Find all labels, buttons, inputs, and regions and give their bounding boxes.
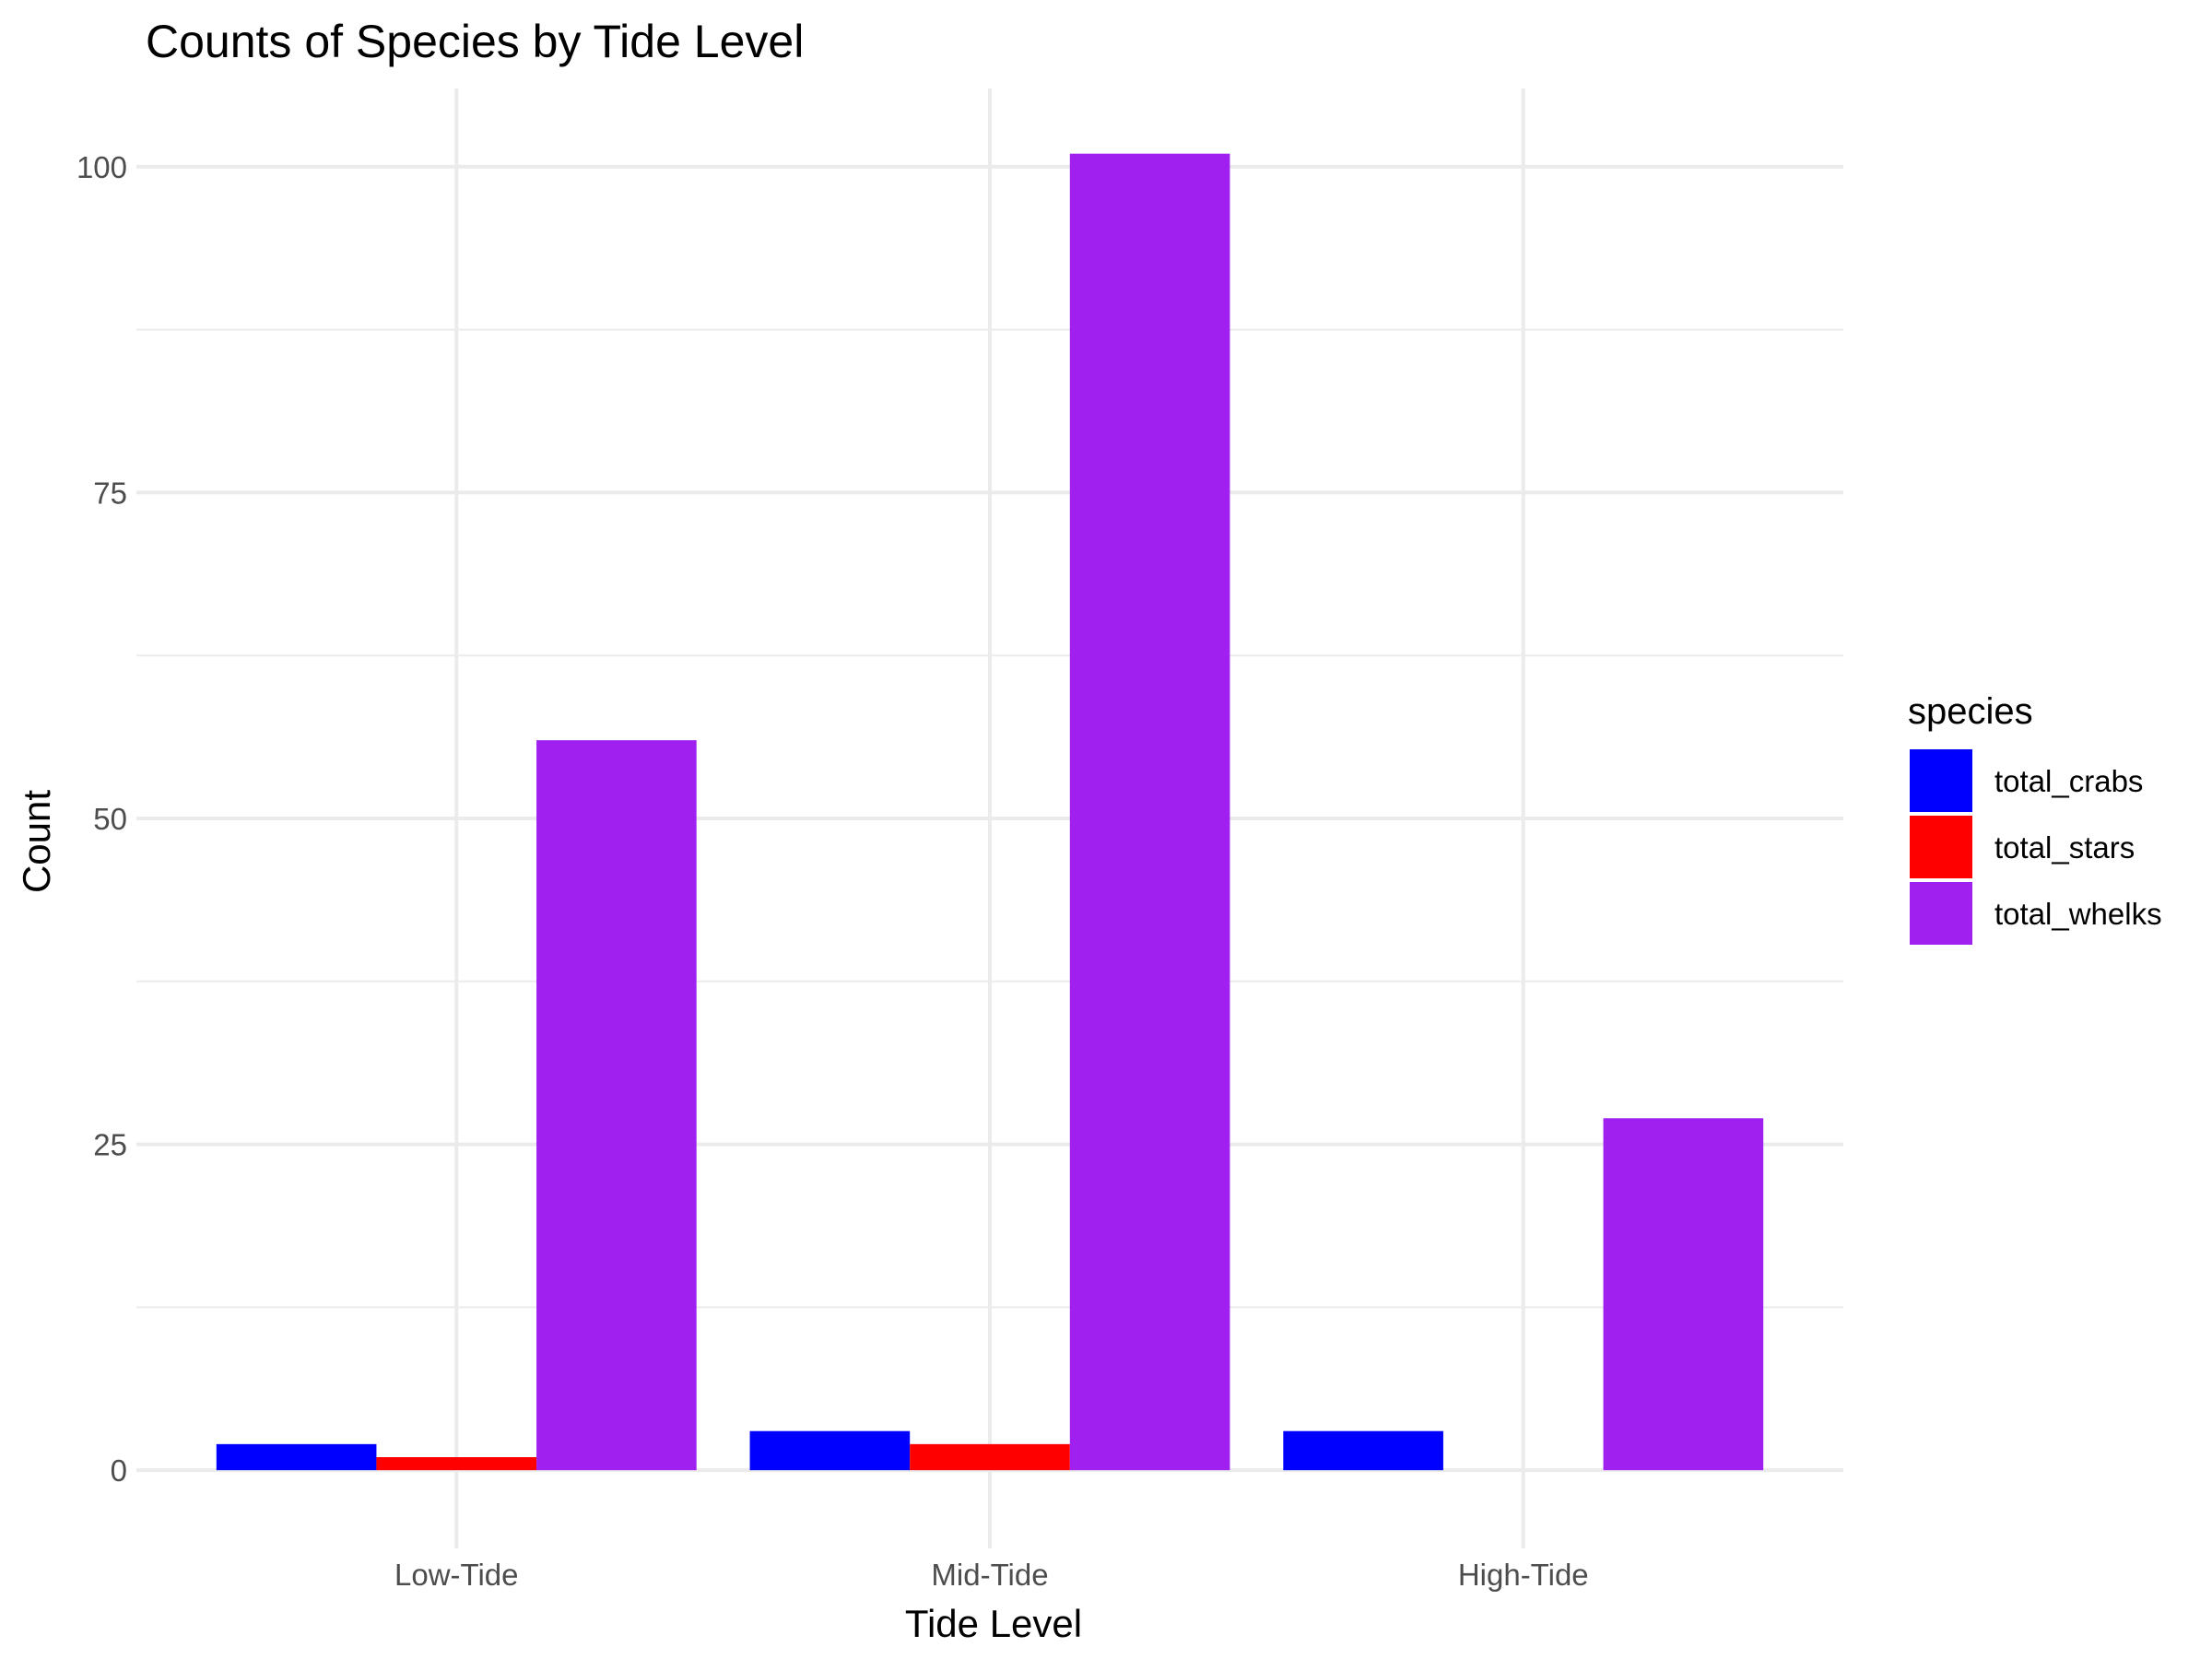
legend-title: species [1908, 691, 2033, 732]
y-tick-label: 75 [93, 476, 127, 510]
y-tick-label: 0 [111, 1453, 127, 1488]
x-axis-title: Tide Level [905, 1602, 1082, 1645]
bar-total_crabs [1283, 1430, 1443, 1471]
x-tick-labels: Low-Tide Mid-Tide High-Tide [394, 1558, 1589, 1592]
y-tick-label: 25 [93, 1128, 127, 1162]
bar-total_whelks [536, 740, 697, 1471]
legend-key-total_stars [1910, 816, 1972, 878]
legend-label-total_stars: total_stars [1994, 830, 2135, 865]
y-tick-labels: 0 25 50 75 100 [76, 150, 127, 1488]
x-tick-label: High-Tide [1458, 1558, 1589, 1592]
bar-total_whelks [1069, 153, 1230, 1471]
bar-total_stars [910, 1443, 1070, 1471]
legend: species total_crabs total_stars total_whel… [1908, 691, 2162, 945]
legend-label-total_whelks: total_whelks [1994, 897, 2162, 931]
bar-total_whelks [1603, 1118, 1764, 1471]
bar-total_crabs [749, 1430, 911, 1471]
y-tick-label: 50 [93, 802, 127, 836]
legend-key-total_whelks [1910, 882, 1972, 945]
gridlines [136, 88, 1843, 1548]
y-tick-label: 100 [76, 150, 127, 184]
legend-key-total_crabs [1910, 749, 1972, 812]
bar-total_stars [376, 1457, 537, 1471]
bar-total_crabs [216, 1443, 377, 1471]
chart-title: Counts of Species by Tide Level [146, 16, 804, 67]
y-axis-title: Count [15, 790, 58, 893]
bars [216, 153, 1764, 1471]
legend-label-total_crabs: total_crabs [1994, 764, 2143, 798]
x-tick-label: Mid-Tide [931, 1558, 1048, 1592]
x-tick-label: Low-Tide [394, 1558, 519, 1592]
